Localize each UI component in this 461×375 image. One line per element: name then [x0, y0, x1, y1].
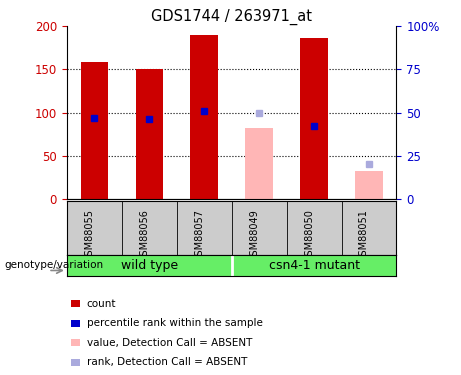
Text: GSM88051: GSM88051 [359, 209, 369, 262]
Text: percentile rank within the sample: percentile rank within the sample [87, 318, 263, 328]
Text: wild type: wild type [121, 259, 178, 272]
Bar [136, 69, 163, 199]
Text: GSM88049: GSM88049 [249, 209, 259, 261]
Bar [67, 255, 231, 276]
Text: GSM88055: GSM88055 [84, 209, 95, 262]
Bar [81, 63, 108, 199]
Text: value, Detection Call = ABSENT: value, Detection Call = ABSENT [87, 338, 252, 348]
Text: rank, Detection Call = ABSENT: rank, Detection Call = ABSENT [87, 357, 247, 367]
Bar [231, 255, 396, 276]
Text: GSM88056: GSM88056 [139, 209, 149, 262]
Text: GSM88050: GSM88050 [304, 209, 314, 262]
Bar [245, 128, 273, 199]
Text: count: count [87, 299, 116, 309]
Text: csn4-1 mutant: csn4-1 mutant [269, 259, 360, 272]
Bar [300, 38, 328, 199]
Text: genotype/variation: genotype/variation [5, 260, 104, 270]
Text: GSM88057: GSM88057 [194, 209, 204, 262]
Bar [190, 35, 218, 199]
Title: GDS1744 / 263971_at: GDS1744 / 263971_at [151, 9, 312, 25]
Bar [355, 171, 383, 199]
